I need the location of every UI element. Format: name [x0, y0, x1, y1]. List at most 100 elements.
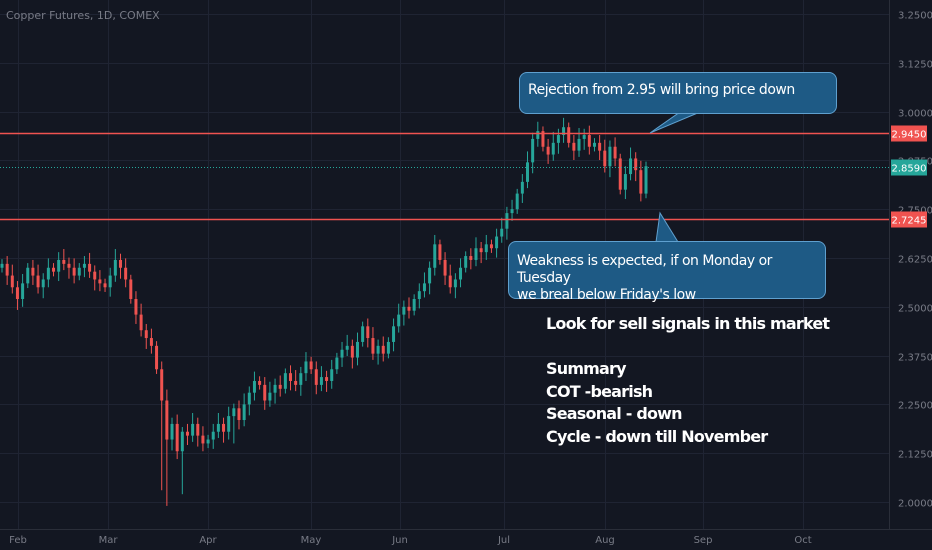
- price-tick-label: 2.3750: [898, 353, 932, 364]
- callout-weakness-line2: we breal below Friday's low: [517, 287, 696, 303]
- callout-rejection-text: Rejection from 2.95 will bring price dow…: [528, 82, 795, 98]
- candle-body: [515, 193, 519, 210]
- candle-body: [0, 263, 4, 268]
- candle-body: [546, 146, 550, 155]
- candle-body: [258, 380, 262, 385]
- candle-body: [474, 248, 478, 260]
- candle-body: [26, 267, 30, 284]
- candle-body: [526, 162, 530, 182]
- candle-body: [376, 345, 380, 354]
- candle-body: [536, 131, 540, 139]
- candle-body: [82, 263, 86, 268]
- candle-body: [603, 150, 607, 167]
- time-tick-label: Oct: [794, 535, 811, 546]
- candle-body: [613, 146, 617, 159]
- time-tick-label: Jul: [497, 535, 510, 546]
- candle-body: [629, 158, 633, 175]
- candle-body: [592, 142, 596, 147]
- candle-body: [5, 263, 9, 276]
- candle-body: [531, 138, 535, 163]
- candle-body: [134, 298, 138, 315]
- time-axis[interactable]: Feb Mar Apr May Jun Jul Aug Sep Oct: [9, 535, 812, 546]
- candle-body: [170, 423, 174, 440]
- candle-body: [206, 439, 210, 444]
- candle-body: [52, 267, 56, 272]
- candle-body: [433, 244, 437, 268]
- candle-body: [232, 408, 236, 417]
- candle-body: [361, 326, 365, 342]
- candle-body: [273, 384, 277, 393]
- candle-body: [216, 423, 220, 432]
- candle-body: [618, 158, 622, 190]
- callout-rejection[interactable]: Rejection from 2.95 will bring price dow…: [519, 72, 837, 114]
- time-tick-label: Sep: [694, 535, 713, 546]
- candle-body: [129, 279, 133, 299]
- candle-body: [608, 146, 612, 167]
- candle-body: [355, 341, 359, 358]
- note-sell-signals: Look for sell signals in this market: [546, 314, 830, 333]
- candle-body: [495, 236, 499, 249]
- candle-body: [402, 306, 406, 315]
- candle-body: [299, 373, 303, 385]
- candle-body: [639, 170, 643, 194]
- last-price-badge: [891, 159, 927, 176]
- candle-body: [634, 158, 638, 171]
- candle-body: [412, 298, 416, 311]
- candle-body: [77, 267, 81, 276]
- candle-body: [283, 373, 287, 389]
- candle-body: [98, 279, 102, 284]
- level-badge-label: 2.7245: [892, 216, 927, 227]
- callout-weakness-line1: Weakness is expected, if on Monday or Tu…: [517, 253, 772, 286]
- price-tick-label: 2.0000: [898, 499, 932, 510]
- candle-body: [500, 228, 504, 237]
- note-seasonal: Seasonal - down: [546, 404, 683, 423]
- candle-body: [309, 361, 313, 370]
- price-tick-label: 3.0000: [898, 109, 932, 120]
- candle-body: [67, 263, 71, 268]
- candle-body: [314, 369, 318, 385]
- candle-body: [124, 267, 128, 280]
- candle-body: [62, 259, 66, 264]
- note-cycle: Cycle - down till November: [546, 426, 768, 446]
- candle-body: [556, 135, 560, 143]
- candle-body: [319, 377, 323, 385]
- candle-body: [350, 345, 354, 358]
- time-tick-label: Feb: [9, 535, 27, 546]
- candle-body: [505, 213, 509, 229]
- candle-body: [366, 326, 370, 339]
- candle-body: [118, 259, 122, 268]
- level-badge: [891, 125, 927, 142]
- candle-body: [175, 423, 179, 452]
- candle-body: [31, 267, 35, 276]
- candle-body: [562, 127, 566, 136]
- candle-body: [36, 275, 40, 288]
- candle-body: [371, 338, 375, 354]
- candle-body: [21, 283, 25, 299]
- note-cot: COT -bearish: [546, 381, 653, 401]
- candle-body: [268, 392, 272, 401]
- candle-body: [345, 345, 349, 350]
- level-badge: [891, 211, 927, 228]
- candle-body: [330, 369, 334, 381]
- candle-body: [139, 314, 143, 331]
- candle-body: [242, 404, 246, 421]
- candle-body: [46, 267, 50, 280]
- candle-body: [113, 259, 117, 276]
- candle-body: [15, 287, 19, 299]
- candle-body: [227, 416, 231, 432]
- candle-body: [155, 345, 159, 370]
- candle-body: [93, 271, 97, 280]
- price-tick-label: 2.6250: [898, 255, 932, 266]
- candle-body: [381, 345, 385, 354]
- callout-weakness[interactable]: Weakness is expected, if on Monday or Tu…: [508, 241, 826, 303]
- price-tick-label: 3.2500: [898, 11, 932, 22]
- note-summary-heading: Summary: [546, 359, 627, 378]
- candle-body: [144, 330, 148, 339]
- time-tick-label: May: [301, 535, 322, 546]
- candle-body: [443, 259, 447, 276]
- candle-body: [644, 166, 648, 194]
- candle-body: [587, 135, 591, 147]
- grid: [0, 0, 889, 529]
- candle-body: [57, 259, 61, 272]
- price-badges: 2.9450 2.7245 2.8590: [891, 125, 927, 228]
